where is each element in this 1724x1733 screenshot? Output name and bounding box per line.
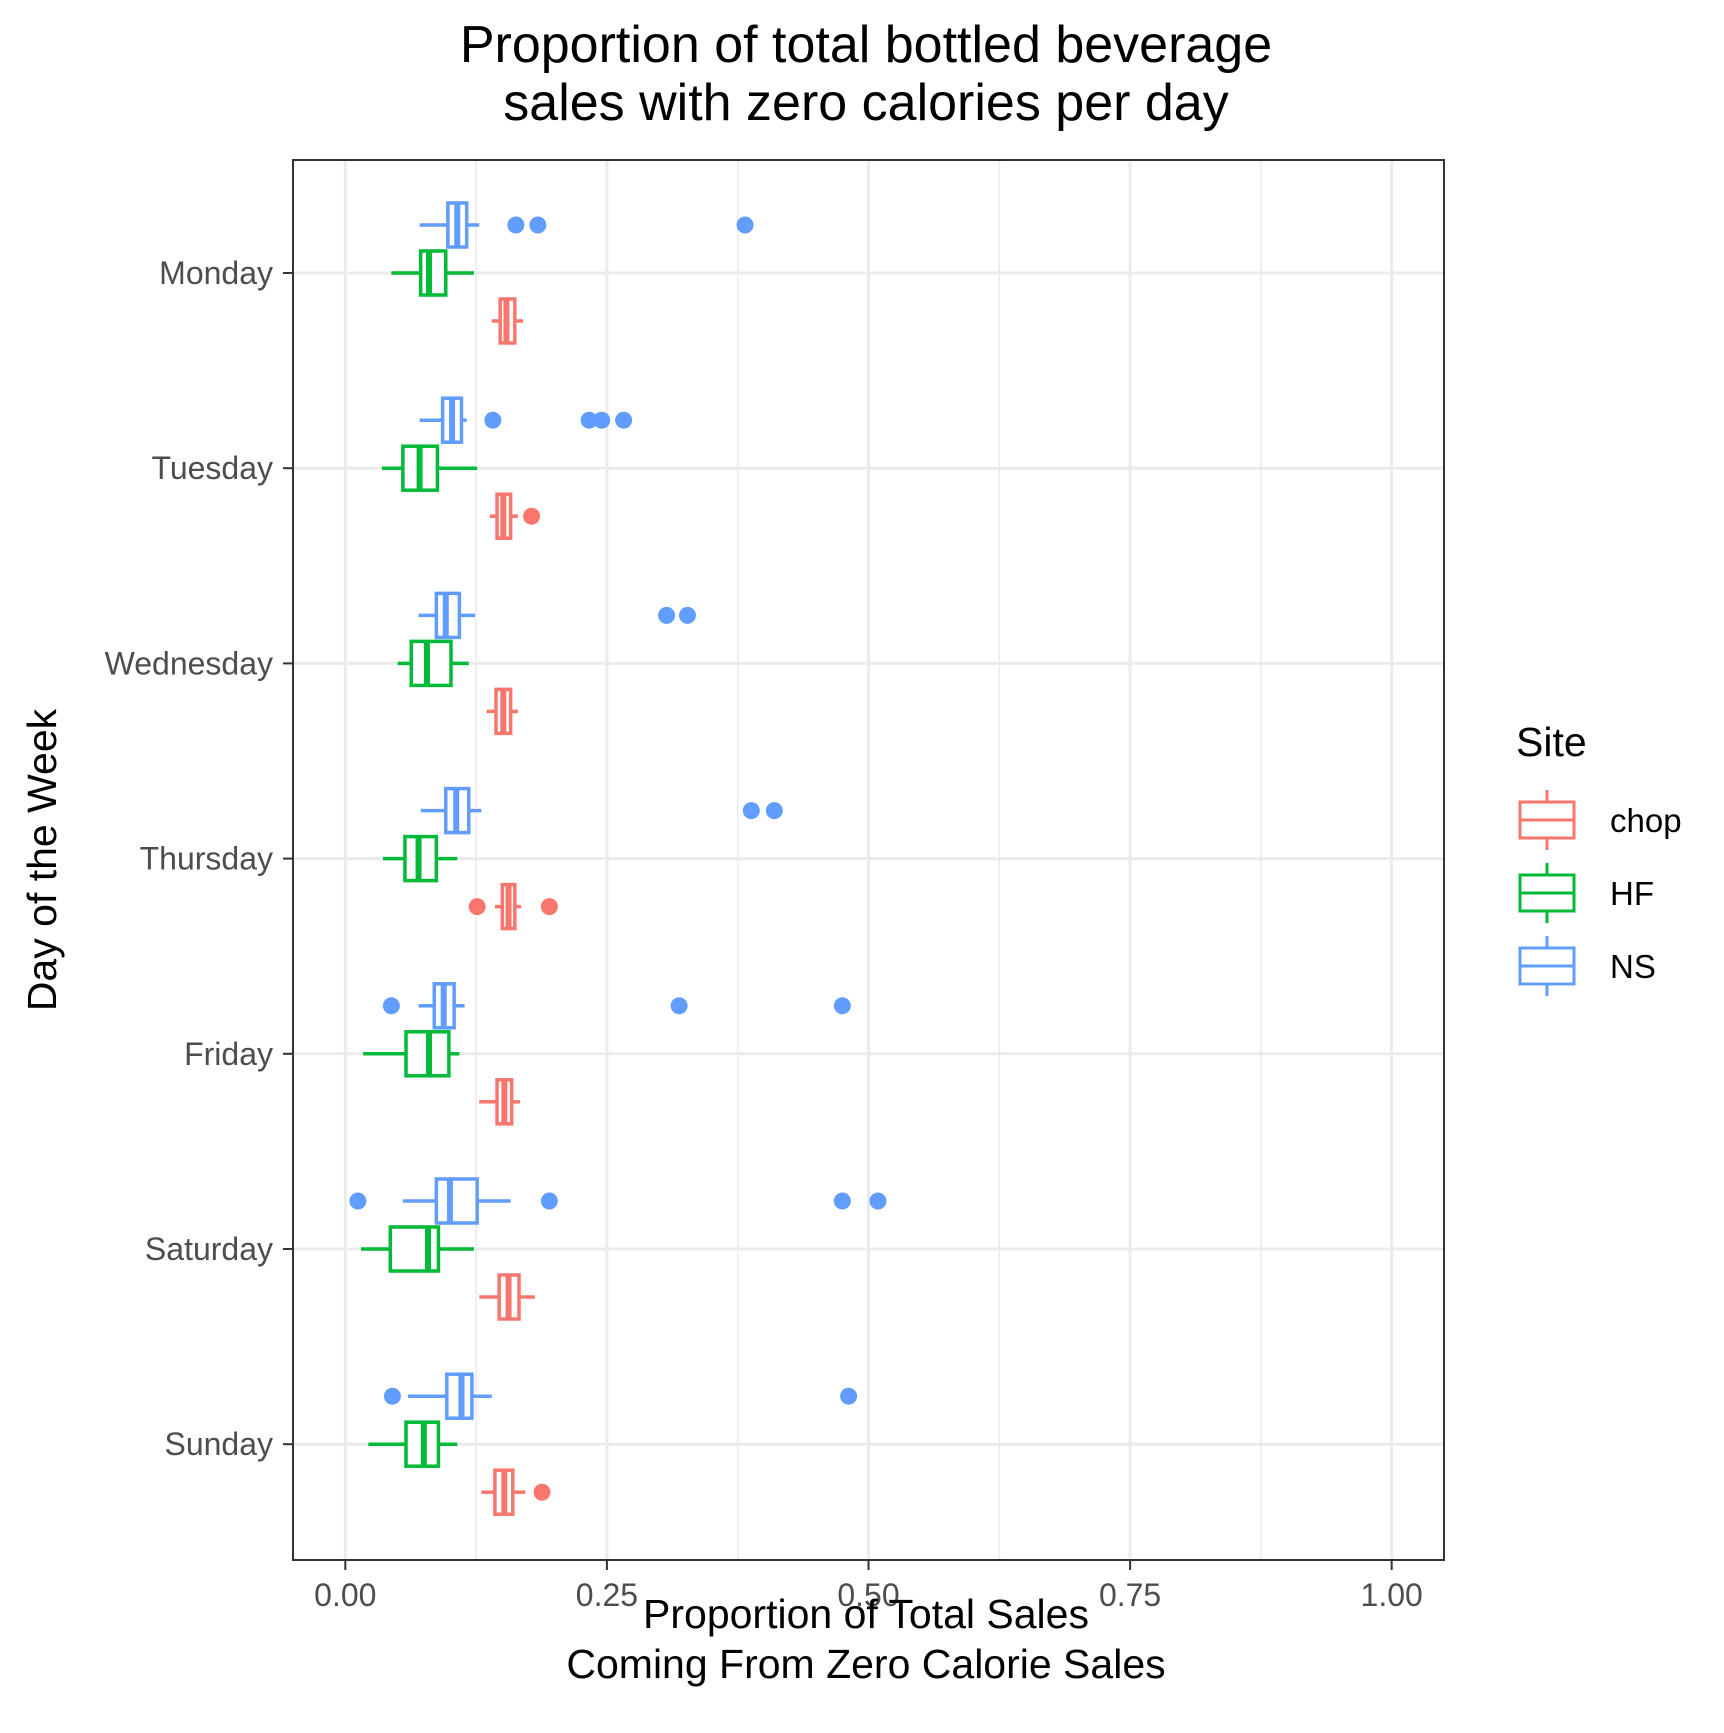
outlier-point — [658, 606, 676, 624]
outlier-point — [840, 1387, 858, 1405]
box-ns-tuesday — [419, 396, 633, 444]
legend-label: chop — [1610, 802, 1682, 839]
outlier-point — [468, 898, 486, 916]
outlier-point — [593, 411, 611, 429]
outlier-point — [484, 411, 502, 429]
box-chop-saturday — [479, 1273, 535, 1321]
box-hf-friday — [363, 1030, 460, 1078]
outlier-point — [736, 216, 754, 234]
iqr-box — [409, 639, 453, 688]
legend-title: Site — [1516, 719, 1587, 765]
iqr-box — [418, 249, 448, 297]
outlier-point — [529, 216, 547, 234]
box-chop-wednesday — [486, 687, 518, 736]
legend-item-hf: HF — [1518, 863, 1654, 923]
outlier-point — [678, 606, 696, 624]
y-tick-label: Thursday — [140, 841, 273, 877]
y-tick-label: Monday — [159, 255, 273, 291]
box-hf-monday — [391, 249, 475, 297]
outlier-point — [670, 997, 688, 1015]
outlier-point — [523, 507, 541, 525]
box-ns-thursday — [420, 786, 783, 835]
outlier-point — [615, 411, 633, 429]
legend-label: NS — [1610, 948, 1656, 985]
plot-panel — [292, 159, 1445, 1561]
outlier-point — [507, 216, 525, 234]
x-tick-label: 1.00 — [1361, 1577, 1423, 1613]
axes: 0.00 0.25 0.50 0.75 1.00 Monday Tuesday Wednesd… — [105, 255, 1423, 1613]
y-tick-label: Tuesday — [151, 450, 273, 486]
x-tick-label: 0.00 — [314, 1577, 376, 1613]
iqr-box — [434, 1177, 479, 1225]
y-tick-label: Friday — [184, 1036, 273, 1072]
x-axis-title: Proportion of Total Sales Coming From Zer… — [566, 1591, 1165, 1687]
y-axis-title: Day of the Week — [19, 708, 65, 1011]
outlier-point — [833, 997, 851, 1015]
outlier-point — [382, 997, 400, 1015]
box-ns-saturday — [349, 1177, 887, 1225]
outlier-point — [540, 898, 558, 916]
y-tick-label: Saturday — [145, 1231, 273, 1267]
iqr-box — [388, 1225, 441, 1273]
box-chop-sunday — [481, 1468, 551, 1516]
legend-item-ns: NS — [1518, 936, 1656, 996]
outlier-point — [765, 802, 783, 820]
legend-key — [1518, 863, 1576, 923]
legend-label: HF — [1610, 875, 1654, 912]
legend: Site chop HF NS — [1516, 719, 1682, 996]
box-chop-friday — [479, 1078, 521, 1126]
outlier-point — [833, 1192, 851, 1210]
box-chop-tuesday — [489, 492, 541, 540]
box-ns-monday — [419, 201, 754, 249]
x-tick-label: 0.25 — [576, 1577, 638, 1613]
box-chop-thursday — [468, 882, 558, 931]
legend-key — [1518, 790, 1576, 850]
box-chop-monday — [491, 297, 524, 345]
box-layer — [349, 201, 887, 1516]
outlier-point — [580, 411, 598, 429]
box-hf-tuesday — [381, 444, 478, 492]
box-hf-wednesday — [397, 639, 469, 688]
outlier-point — [540, 1192, 558, 1210]
chart-title: Proportion of total bottled beverage sale… — [460, 16, 1272, 132]
box-ns-friday — [382, 982, 851, 1030]
box-hf-saturday — [361, 1225, 475, 1273]
y-tick-label: Wednesday — [105, 645, 273, 681]
outlier-point — [869, 1192, 887, 1210]
box-ns-sunday — [383, 1372, 858, 1420]
legend-item-chop: chop — [1518, 790, 1682, 850]
legend-key — [1518, 936, 1576, 996]
box-hf-thursday — [382, 834, 458, 883]
outlier-point — [349, 1192, 367, 1210]
y-tick-label: Sunday — [164, 1426, 273, 1462]
x-tick-label: 0.50 — [837, 1577, 899, 1613]
outlier-point — [383, 1387, 401, 1405]
box-ns-wednesday — [418, 591, 696, 640]
box-hf-sunday — [368, 1420, 458, 1468]
outlier-point — [533, 1483, 551, 1501]
x-tick-label: 0.75 — [1099, 1577, 1161, 1613]
outlier-point — [742, 802, 760, 820]
grid-lines — [293, 160, 1444, 1560]
